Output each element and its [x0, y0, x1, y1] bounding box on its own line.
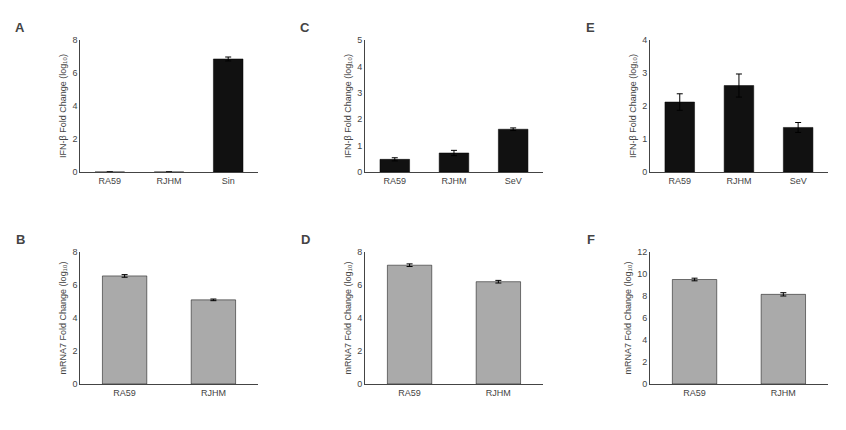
svg-text:8: 8	[357, 247, 362, 257]
svg-text:1: 1	[357, 141, 362, 151]
svg-text:4: 4	[72, 313, 77, 323]
svg-text:2: 2	[642, 101, 647, 111]
svg-text:IFN-β Fold Change (log₁₀): IFN-β Fold Change (log₁₀)	[628, 54, 638, 158]
svg-text:0: 0	[642, 379, 647, 389]
svg-text:2: 2	[357, 346, 362, 356]
svg-text:6: 6	[642, 313, 647, 323]
svg-text:1: 1	[642, 134, 647, 144]
svg-text:4: 4	[72, 101, 77, 111]
svg-text:RA59: RA59	[398, 388, 421, 398]
svg-text:6: 6	[72, 68, 77, 78]
svg-text:3: 3	[357, 88, 362, 98]
svg-text:RJHM: RJHM	[726, 176, 751, 186]
svg-text:RJHM: RJHM	[771, 388, 796, 398]
svg-text:4: 4	[357, 313, 362, 323]
svg-text:8: 8	[72, 247, 77, 257]
svg-text:Sin: Sin	[222, 176, 235, 186]
svg-text:RA59: RA59	[668, 176, 691, 186]
svg-text:SeV: SeV	[505, 176, 522, 186]
svg-text:E: E	[586, 20, 595, 35]
svg-text:0: 0	[357, 379, 362, 389]
svg-text:SeV: SeV	[790, 176, 807, 186]
svg-text:8: 8	[72, 35, 77, 45]
svg-text:10: 10	[637, 269, 647, 279]
svg-text:F: F	[587, 232, 595, 247]
svg-text:0: 0	[642, 167, 647, 177]
svg-text:IFN-β Fold Change (log₁₀): IFN-β Fold Change (log₁₀)	[58, 54, 68, 158]
svg-text:RA59: RA59	[113, 388, 136, 398]
svg-text:0: 0	[72, 379, 77, 389]
svg-text:RA59: RA59	[99, 176, 122, 186]
svg-text:0: 0	[357, 167, 362, 177]
svg-text:A: A	[15, 20, 25, 35]
svg-text:6: 6	[72, 280, 77, 290]
svg-text:4: 4	[642, 335, 647, 345]
svg-text:8: 8	[642, 291, 647, 301]
svg-text:mRNA7 Fold Change (log₁₀): mRNA7 Fold Change (log₁₀)	[58, 262, 68, 375]
svg-text:IFN-β Fold Change (log₁₀): IFN-β Fold Change (log₁₀)	[343, 54, 353, 158]
svg-text:RJHM: RJHM	[157, 176, 182, 186]
svg-text:C: C	[300, 20, 310, 35]
svg-text:0: 0	[72, 167, 77, 177]
svg-text:B: B	[16, 232, 25, 247]
svg-text:2: 2	[642, 357, 647, 367]
svg-text:4: 4	[357, 62, 362, 72]
svg-text:5: 5	[357, 35, 362, 45]
svg-text:2: 2	[72, 134, 77, 144]
svg-text:RA59: RA59	[683, 388, 706, 398]
svg-text:RJHM: RJHM	[486, 388, 511, 398]
svg-text:mRNA7 Fold Change (log₁₀): mRNA7 Fold Change (log₁₀)	[623, 262, 633, 375]
svg-text:2: 2	[72, 346, 77, 356]
svg-text:mRNA7 Fold Change (log₁₀): mRNA7 Fold Change (log₁₀)	[343, 262, 353, 375]
svg-text:3: 3	[642, 68, 647, 78]
svg-text:RA59: RA59	[384, 176, 407, 186]
svg-text:12: 12	[637, 247, 647, 257]
svg-text:6: 6	[357, 280, 362, 290]
svg-text:2: 2	[357, 114, 362, 124]
svg-text:RJHM: RJHM	[201, 388, 226, 398]
svg-text:4: 4	[642, 35, 647, 45]
svg-text:RJHM: RJHM	[441, 176, 466, 186]
svg-text:D: D	[301, 232, 310, 247]
